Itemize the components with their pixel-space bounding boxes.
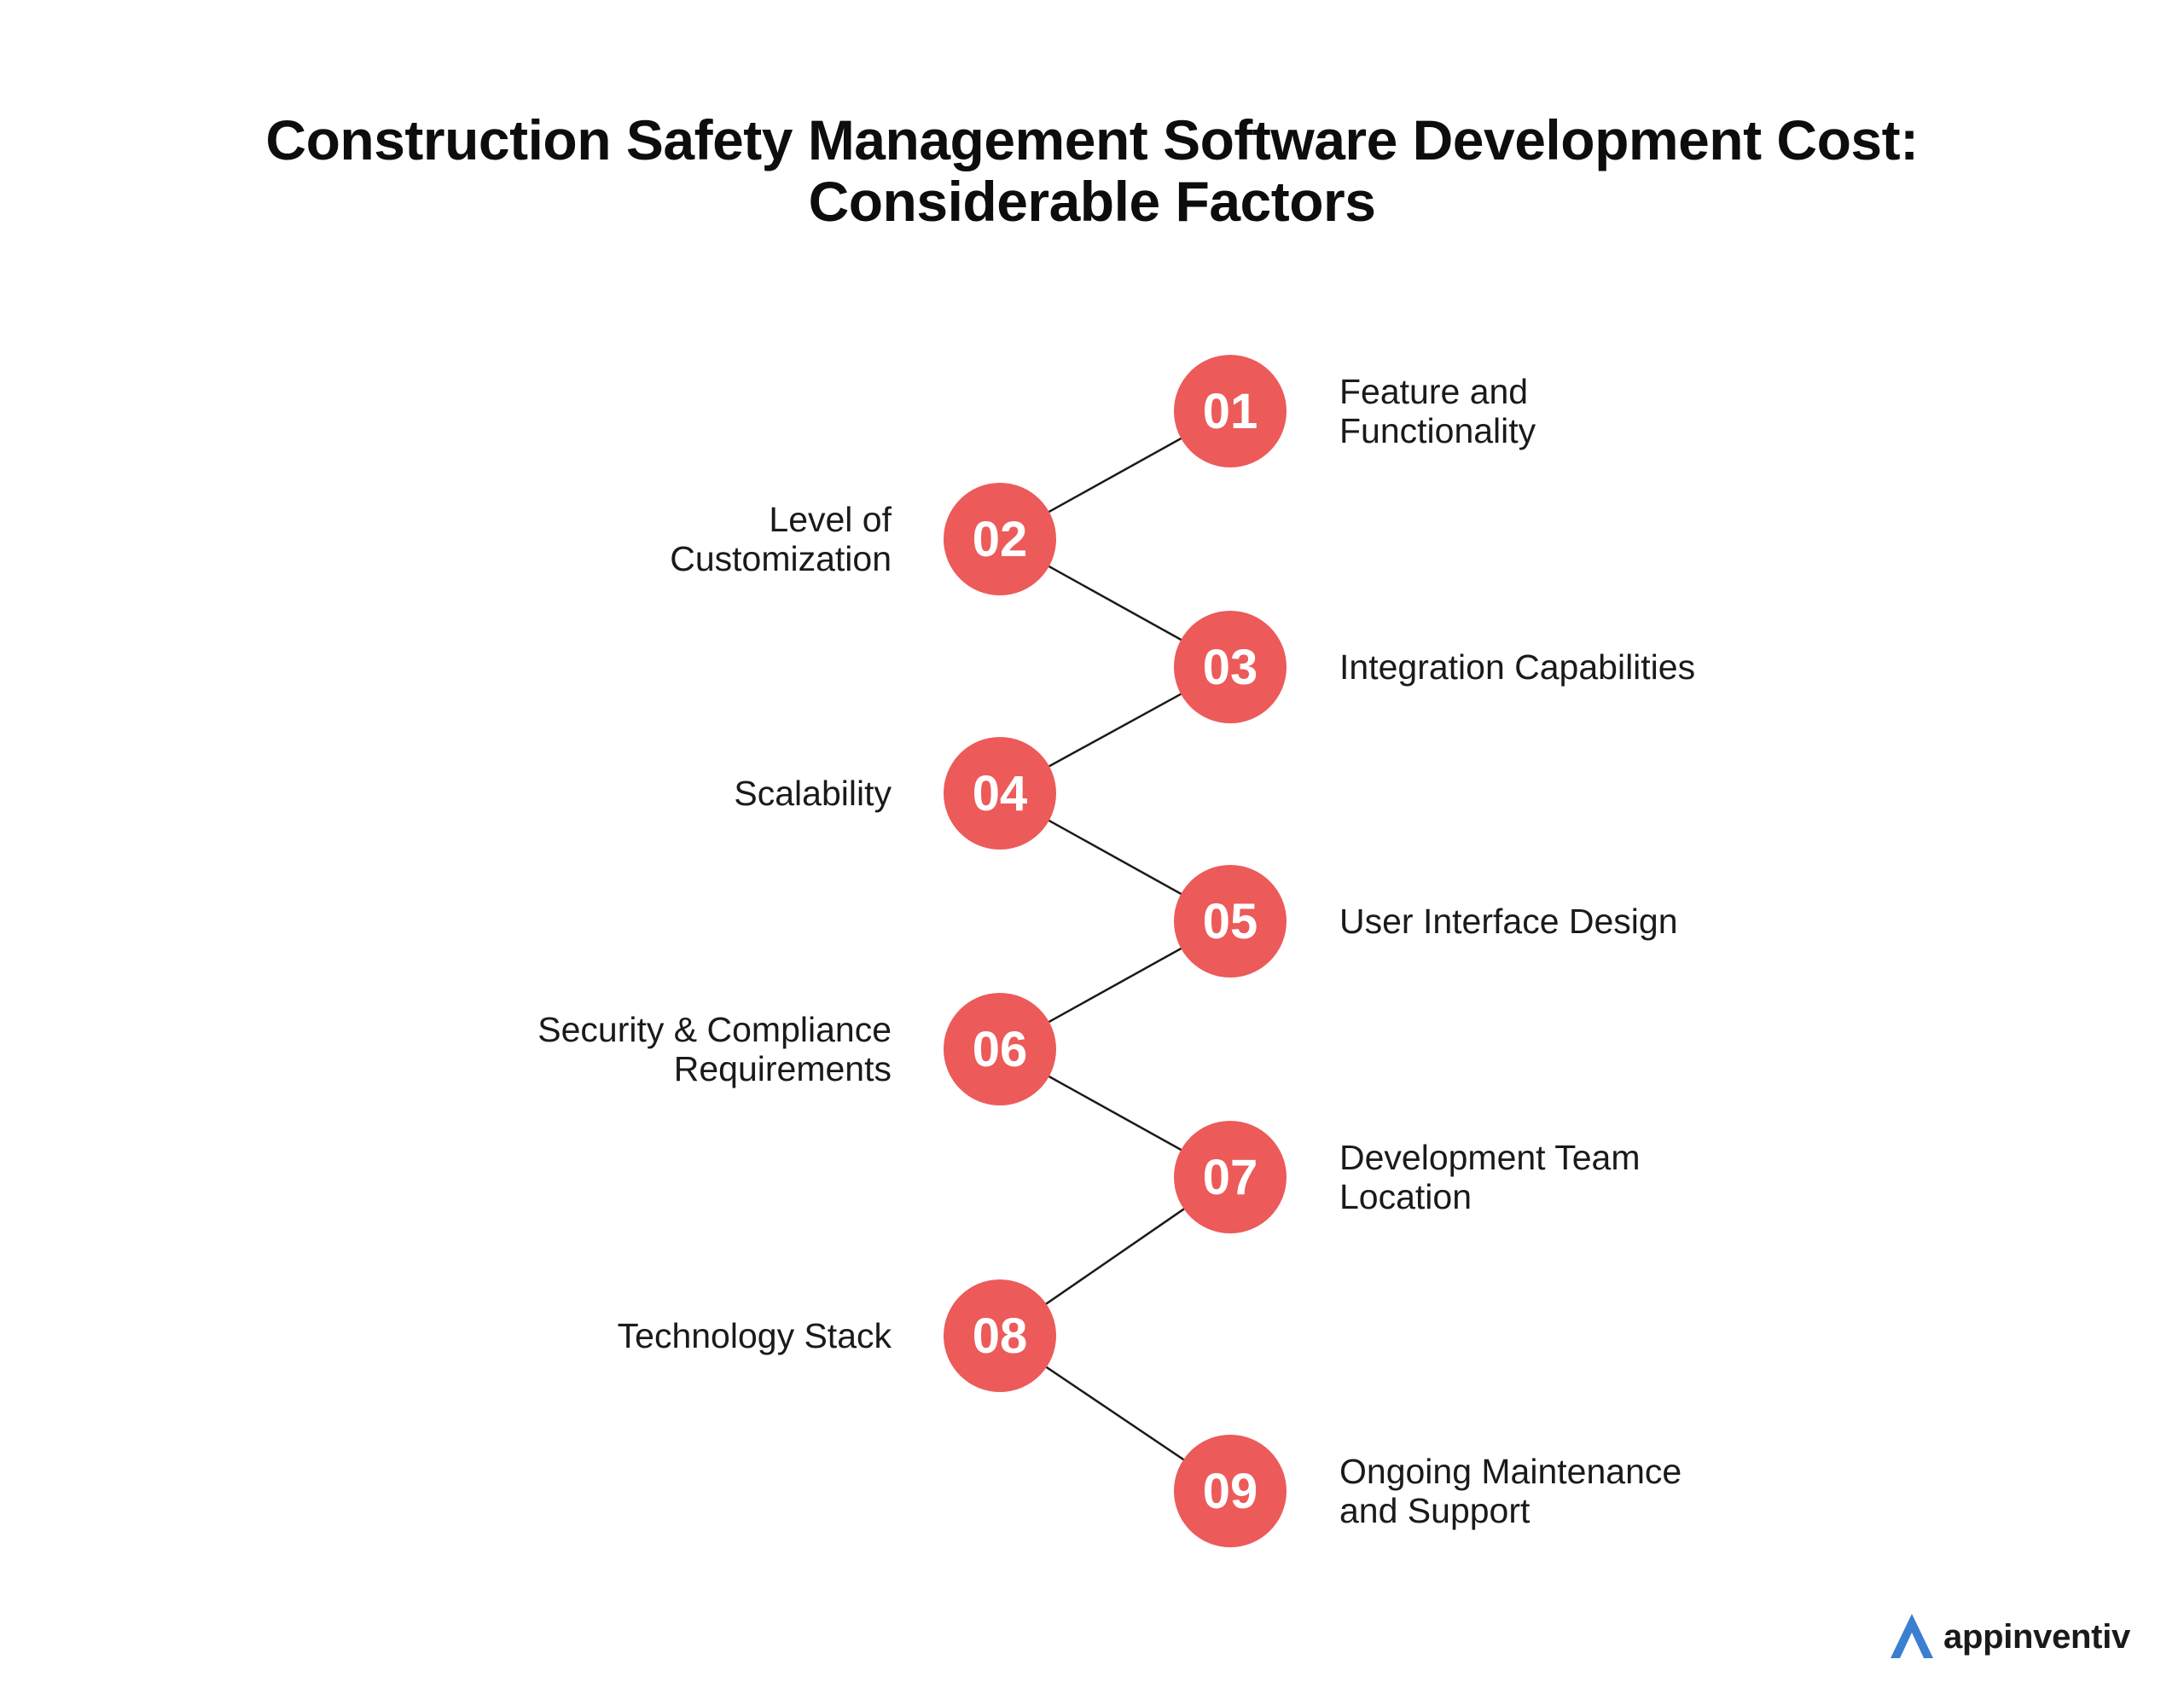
step-label-02: Level of Customization xyxy=(670,500,892,578)
step-label-01: Feature and Functionality xyxy=(1339,372,1536,450)
logo-text: appinventiv xyxy=(1943,1617,2130,1656)
step-label-04: Scalability xyxy=(734,774,892,813)
step-circle-01: 01 xyxy=(1174,355,1287,467)
step-circle-07: 07 xyxy=(1174,1121,1287,1233)
step-circle-04: 04 xyxy=(944,737,1056,850)
step-label-06: Security & Compliance Requirements xyxy=(537,1010,892,1088)
step-label-03: Integration Capabilities xyxy=(1339,647,1696,687)
step-label-08: Technology Stack xyxy=(617,1316,892,1355)
step-circle-05: 05 xyxy=(1174,865,1287,978)
step-label-09: Ongoing Maintenance and Support xyxy=(1339,1452,1682,1530)
step-label-05: User Interface Design xyxy=(1339,902,1678,941)
page-title: Construction Safety Management Software … xyxy=(0,109,2184,232)
step-circle-03: 03 xyxy=(1174,611,1287,723)
brand-logo: appinventiv xyxy=(1885,1610,2130,1663)
appinventiv-a-icon xyxy=(1891,1614,1933,1658)
step-circle-08: 08 xyxy=(944,1279,1056,1392)
step-circle-02: 02 xyxy=(944,483,1056,595)
title-line-2: Considerable Factors xyxy=(808,170,1376,233)
step-circle-06: 06 xyxy=(944,993,1056,1105)
title-line-1: Construction Safety Management Software … xyxy=(265,108,1919,171)
step-circle-09: 09 xyxy=(1174,1435,1287,1547)
step-label-07: Development Team Location xyxy=(1339,1138,1641,1216)
